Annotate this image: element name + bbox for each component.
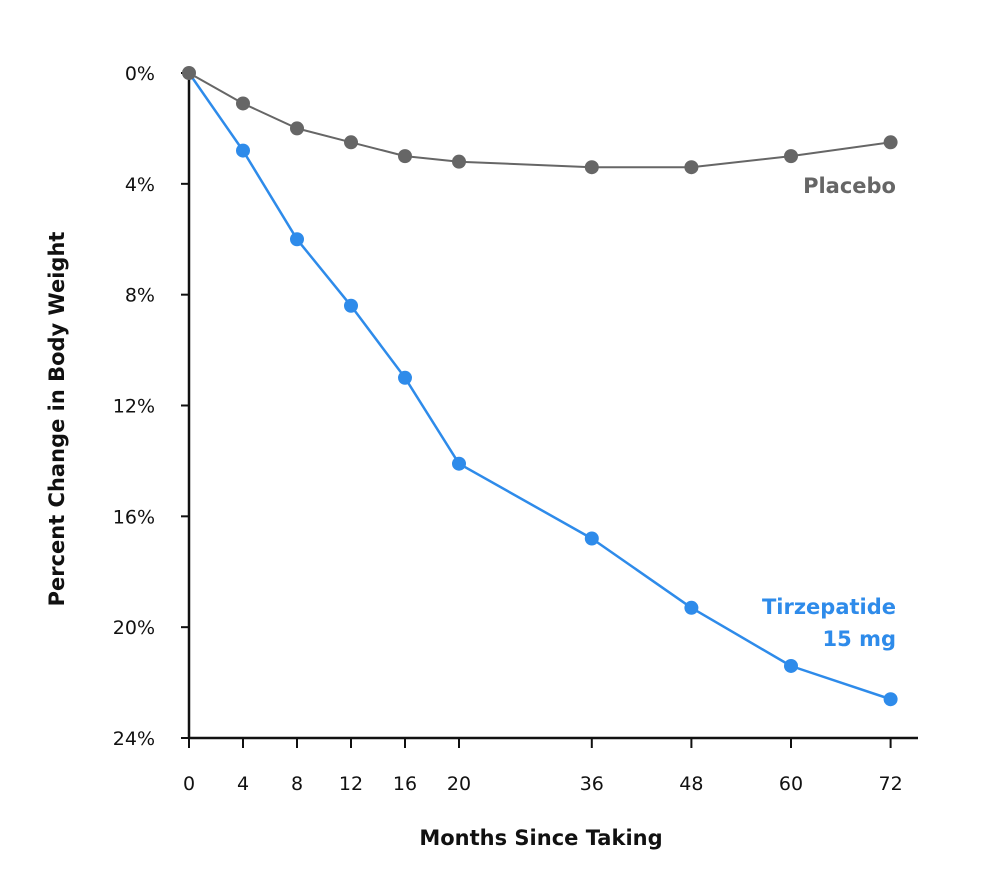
x-tick-label: 48	[679, 773, 703, 795]
tirzepatide-15-mg-point	[236, 143, 250, 158]
placebo-point	[452, 154, 466, 169]
x-tick-label: 16	[393, 773, 417, 795]
placebo-point	[883, 135, 898, 150]
tirzepatide-15-mg-point	[290, 232, 304, 247]
tirzepatide-series-label-line-1: Tirzepatide	[762, 595, 896, 619]
x-tick-label: 4	[237, 773, 249, 795]
x-tick-label: 12	[339, 773, 363, 795]
x-tick-label: 72	[879, 773, 903, 795]
x-tick-label: 8	[291, 773, 303, 795]
placebo-point	[684, 160, 699, 175]
tirzepatide-15-mg-point	[344, 298, 358, 313]
placebo-series-label: Placebo	[803, 174, 896, 198]
tirzepatide-series-label-line-2: 15 mg	[823, 627, 896, 651]
placebo-point	[236, 96, 250, 111]
y-tick-label: 4%	[125, 174, 155, 196]
y-tick-label: 8%	[125, 285, 155, 307]
y-tick-label: 12%	[113, 396, 155, 418]
tirzepatide-15-mg-point	[784, 658, 798, 673]
y-tick-label: 0%	[125, 63, 155, 85]
placebo-point	[182, 66, 196, 80]
tirzepatide-15-mg-line	[187, 72, 891, 701]
y-tick-label: 20%	[113, 617, 155, 639]
x-axis-title: Months Since Taking	[419, 826, 662, 850]
axes: 0%4%8%12%16%20%24%0 4 8 12 16 20 36 48 60 72	[113, 63, 918, 795]
x-tick-label: 60	[779, 773, 803, 795]
tirzepatide-15-mg-point	[883, 692, 898, 707]
x-tick-label: 36	[580, 773, 604, 795]
y-tick-label: 24%	[113, 728, 155, 750]
tirzepatide-15-mg-point	[452, 456, 466, 471]
placebo-point	[784, 149, 798, 164]
placebo-point	[344, 135, 358, 150]
x-tick-label: 20	[447, 773, 471, 795]
tirzepatide-15-mg-point	[398, 370, 412, 385]
placebo-line	[188, 72, 891, 169]
placebo-point	[584, 160, 599, 175]
y-axis-title: Percent Change in Body Weight	[45, 232, 69, 607]
labels-layer: Months Since Taking Percent Change in Bo…	[45, 174, 896, 850]
tirzepatide-15-mg-point	[684, 600, 699, 615]
x-tick-label: 0	[183, 773, 195, 795]
tirzepatide-15-mg-point	[584, 531, 599, 546]
placebo-point	[398, 149, 412, 164]
placebo-point	[290, 121, 304, 136]
series-layer	[182, 66, 898, 707]
y-tick-label: 16%	[113, 506, 155, 528]
